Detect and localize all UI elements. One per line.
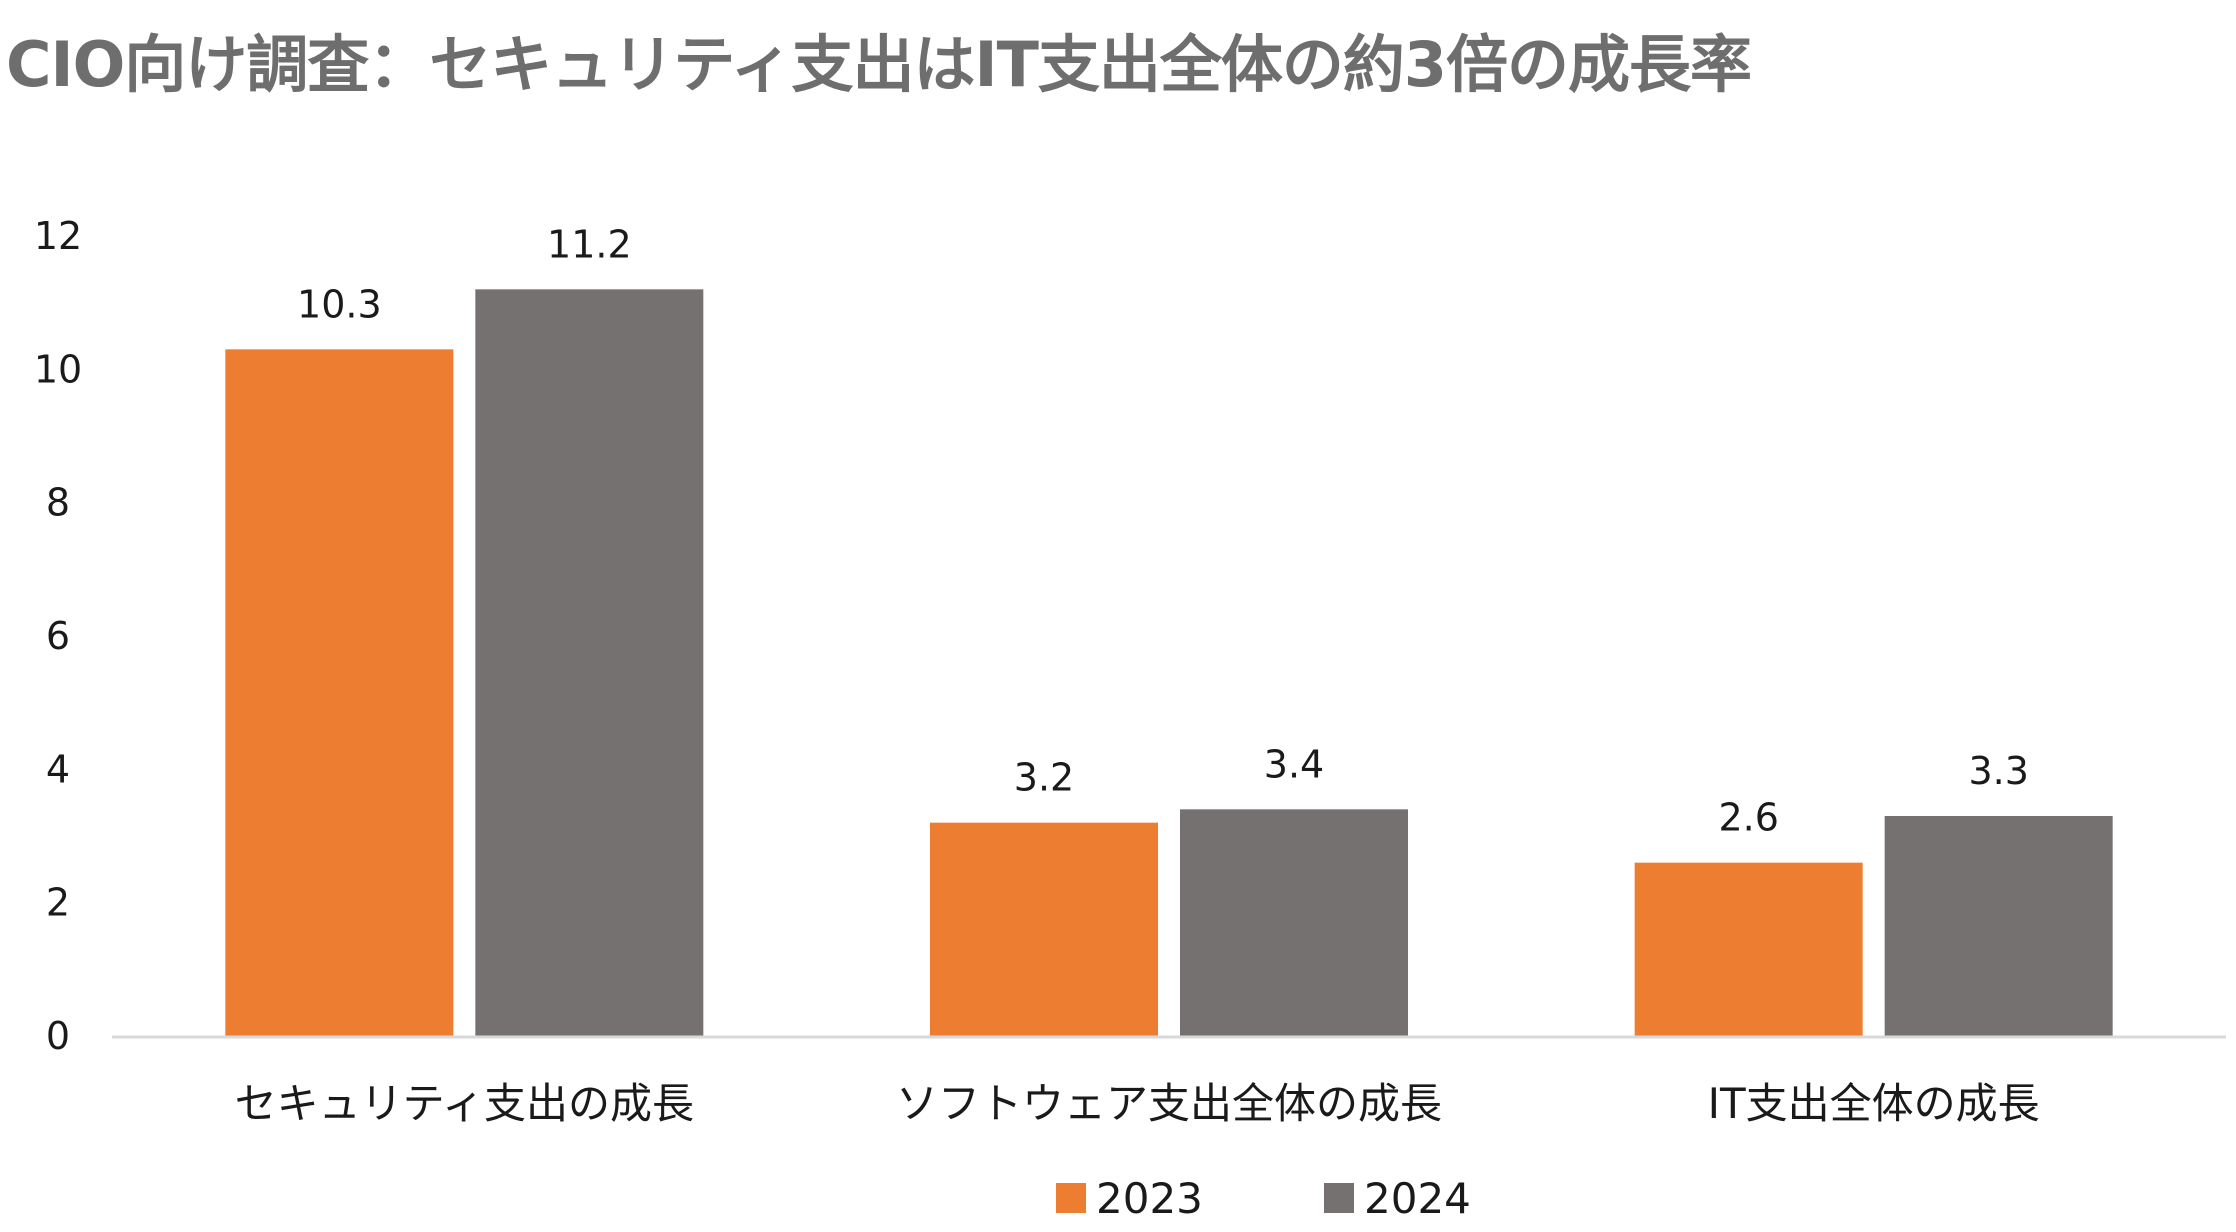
data-label-2024-1: 3.4 — [1264, 742, 1324, 786]
legend: 2023 2024 — [1056, 1174, 1471, 1223]
bar-2023-0 — [225, 349, 454, 1036]
data-label-2023-2: 2.6 — [1718, 796, 1778, 840]
x-category-label: セキュリティ支出の成長 — [235, 1079, 694, 1128]
bar-2024-2 — [1884, 816, 2113, 1036]
legend-label-2023: 2023 — [1096, 1174, 1203, 1223]
y-tick-label: 6 — [46, 614, 70, 658]
data-label-2024-0: 11.2 — [547, 222, 632, 266]
x-axis: セキュリティ支出の成長 ソフトウェア支出全体の成長 IT支出全体の成長 — [235, 1079, 2040, 1128]
chart-title: CIO向け調査：セキュリティ支出はIT支出全体の約3倍の成長率 — [6, 28, 1752, 101]
legend-label-2024: 2024 — [1364, 1174, 1471, 1223]
legend-swatch-2023 — [1056, 1183, 1086, 1213]
data-label-2024-2: 3.3 — [1968, 749, 2028, 793]
y-axis: 0 2 4 6 8 10 12 — [34, 214, 82, 1058]
y-tick-label: 0 — [46, 1014, 70, 1058]
y-tick-label: 8 — [46, 481, 70, 525]
data-label-2023-0: 10.3 — [297, 282, 382, 326]
bar-2024-0 — [475, 289, 704, 1036]
x-category-label: ソフトウェア支出全体の成長 — [896, 1079, 1442, 1128]
data-labels-group: 10.3 11.2 3.2 3.4 2.6 3.3 — [297, 222, 2029, 839]
x-category-label: IT支出全体の成長 — [1708, 1079, 2040, 1128]
y-tick-label: 2 — [46, 881, 70, 925]
legend-swatch-2024 — [1324, 1183, 1354, 1213]
bars-group — [225, 289, 2113, 1036]
bar-2023-2 — [1634, 862, 1863, 1036]
y-tick-label: 4 — [46, 747, 70, 791]
bar-2024-1 — [1180, 809, 1408, 1036]
y-tick-label: 12 — [34, 214, 82, 258]
bar-2023-1 — [930, 822, 1158, 1036]
data-label-2023-1: 3.2 — [1014, 756, 1074, 800]
y-tick-label: 10 — [34, 347, 82, 391]
